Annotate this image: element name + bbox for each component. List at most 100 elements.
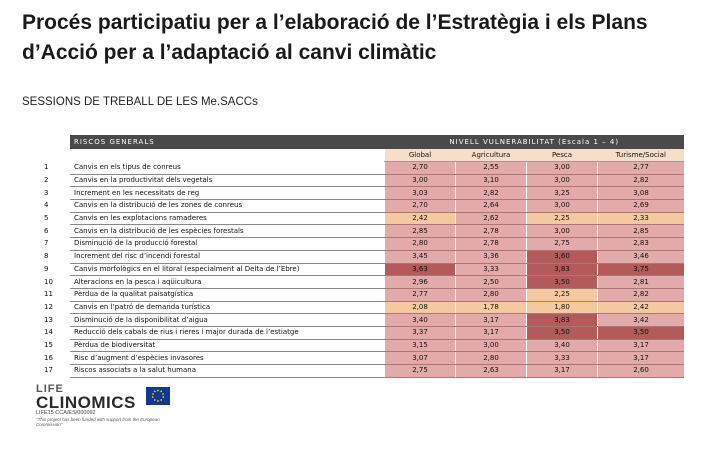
- risk-label: Pèrdua de la qualitat paisatgística: [70, 288, 385, 302]
- table-row: 2 Canvis en la productivitat dels vegetal…: [40, 174, 684, 188]
- value-global: 2,85: [384, 224, 456, 239]
- value-agriculture: 2,82: [455, 186, 527, 201]
- row-number: 4: [44, 201, 49, 210]
- value-global: 3,07: [384, 351, 456, 365]
- value-agriculture: 2,64: [455, 199, 527, 213]
- value-fishing: 3,00: [526, 174, 598, 188]
- table-row: 5 Canvis en les explotacions ramaderes 2,4…: [40, 212, 684, 226]
- value-tourism: 3,08: [597, 186, 684, 201]
- value-tourism: 3,46: [597, 250, 684, 264]
- slide-subtitle: SESSIONS DE TREBALL DE LES Me.SACCs: [22, 96, 258, 108]
- risk-label: Alteracions en la pesca i aqüicultura: [70, 275, 385, 289]
- row-number: 12: [44, 302, 53, 311]
- value-agriculture: 2,78: [455, 224, 527, 239]
- value-global: 2,70: [384, 161, 456, 175]
- value-global: 2,75: [384, 364, 456, 378]
- value-agriculture: 3,36: [455, 250, 527, 264]
- table-row: 4 Canvis en la distribució de les zones d…: [40, 199, 684, 213]
- value-fishing: 3,60: [526, 250, 598, 264]
- table-row: 3 Increment en les necessitats de reg 3,03…: [40, 186, 684, 201]
- row-number: 8: [44, 252, 49, 261]
- value-fishing: 3,25: [526, 186, 598, 201]
- table-row: 14 Reducció dels cabals de rius i rieres …: [40, 326, 684, 340]
- value-agriculture: 2,62: [455, 212, 527, 226]
- value-tourism: 2,83: [597, 237, 684, 251]
- value-tourism: 3,17: [597, 339, 684, 353]
- level-header: NIVELL VULNERABILITAT (Escala 1 – 4): [384, 135, 684, 149]
- value-fishing: 3,50: [526, 275, 598, 289]
- table-row: 1 Canvis en els tipus de conreus 2,70 2,55 3…: [40, 161, 684, 175]
- value-fishing: 2,75: [526, 237, 598, 251]
- value-agriculture: 2,55: [455, 161, 527, 175]
- value-global: 3,40: [384, 313, 456, 327]
- slide-title: Procés participatiu per a l’elaboració d…: [22, 11, 648, 64]
- risk-label: Disminució de la disponibilitat d’aigua: [70, 313, 385, 327]
- value-fishing: 3,00: [526, 224, 598, 239]
- row-number: 10: [44, 277, 53, 286]
- value-global: 3,15: [384, 339, 456, 353]
- value-agriculture: 2,80: [455, 288, 527, 302]
- table-row: 12 Canvis en l’patró de demanda turística…: [40, 301, 684, 315]
- value-agriculture: 3,17: [455, 326, 527, 340]
- table-row: 15 Pèrdua de biodiversitat 3,15 3,00 3,40 3,1…: [40, 339, 684, 353]
- value-agriculture: 1,78: [455, 301, 527, 315]
- risk-label: Increment del risc d’incendi forestal: [70, 250, 385, 264]
- risk-label: Canvis en les explotacions ramaderes: [70, 212, 385, 226]
- value-agriculture: 3,10: [455, 174, 527, 188]
- row-number: 5: [44, 214, 49, 223]
- table-row: 6 Canvis en la distribució de les espècie…: [40, 224, 684, 239]
- risk-label: Canvis en els tipus de conreus: [70, 161, 385, 175]
- value-global: 2,70: [384, 199, 456, 213]
- value-global: 3,45: [384, 250, 456, 264]
- value-fishing: 3,00: [526, 161, 598, 175]
- value-tourism: 2,60: [597, 364, 684, 378]
- risk-label: Canvis en l’patró de demanda turística: [70, 301, 385, 315]
- value-global: 3,63: [384, 263, 456, 277]
- risk-label: Disminució de la producció forestal: [70, 237, 385, 251]
- value-tourism: 3,17: [597, 351, 684, 365]
- value-agriculture: 2,78: [455, 237, 527, 251]
- logo-life-text: LIFE: [36, 383, 64, 395]
- value-tourism: 3,75: [597, 263, 684, 277]
- column-header-tourism: Turisme/Social: [597, 149, 684, 162]
- table-row: 11 Pèrdua de la qualitat paisatgística 2,7…: [40, 288, 684, 302]
- value-agriculture: 2,50: [455, 275, 527, 289]
- risk-label: Increment en les necessitats de reg: [70, 186, 385, 201]
- table-subheader-row: Global Agricultura Pesca Turisme/Social: [40, 149, 684, 162]
- value-tourism: 2,81: [597, 275, 684, 289]
- risk-label: Pèrdua de biodiversitat: [70, 339, 385, 353]
- column-header-global: Global: [384, 149, 456, 162]
- row-number: 6: [44, 226, 49, 235]
- risk-label: Reducció dels cabals de rius i rieres i …: [70, 326, 385, 340]
- row-number: 13: [44, 315, 53, 324]
- column-header-fishing: Pesca: [526, 149, 598, 162]
- table-row: 8 Increment del risc d’incendi forestal 3,…: [40, 250, 684, 264]
- value-tourism: 2,69: [597, 199, 684, 213]
- value-fishing: 3,83: [526, 263, 598, 277]
- logo-clinomics-text: CLINOMICS: [36, 393, 136, 412]
- value-fishing: 3,83: [526, 313, 598, 327]
- value-tourism: 3,42: [597, 313, 684, 327]
- table-row: 17 Riscos associats a la salut humana 2,75…: [40, 364, 684, 378]
- value-global: 2,77: [384, 288, 456, 302]
- column-header-agriculture: Agricultura: [455, 149, 527, 162]
- logo-project-code: LIFE15 CCA/ES/000092: [36, 410, 96, 416]
- value-tourism: 2,82: [597, 288, 684, 302]
- risk-label: Riscos associats a la salut humana: [70, 364, 385, 378]
- row-number: 2: [44, 176, 49, 185]
- risk-label: Canvis en la distribució de les espècies…: [70, 224, 385, 239]
- row-number: 3: [44, 188, 49, 197]
- value-agriculture: 3,33: [455, 263, 527, 277]
- row-number: 1: [44, 163, 49, 172]
- value-global: 2,42: [384, 212, 456, 226]
- table-row: 13 Disminució de la disponibilitat d’aigu…: [40, 313, 684, 327]
- value-fishing: 3,33: [526, 351, 598, 365]
- table-row: 7 Disminució de la producció forestal 2,80…: [40, 237, 684, 251]
- value-tourism: 2,42: [597, 301, 684, 315]
- value-global: 3,00: [384, 174, 456, 188]
- vulnerability-table: RISCOS GENERALS NIVELL VULNERABILITAT (E…: [40, 135, 684, 378]
- table-row: 9 Canvis morfològics en el litoral (espec…: [40, 263, 684, 277]
- value-fishing: 2,25: [526, 212, 598, 226]
- risk-label: Risc d’augment d’espècies invasores: [70, 351, 385, 365]
- value-global: 3,03: [384, 186, 456, 201]
